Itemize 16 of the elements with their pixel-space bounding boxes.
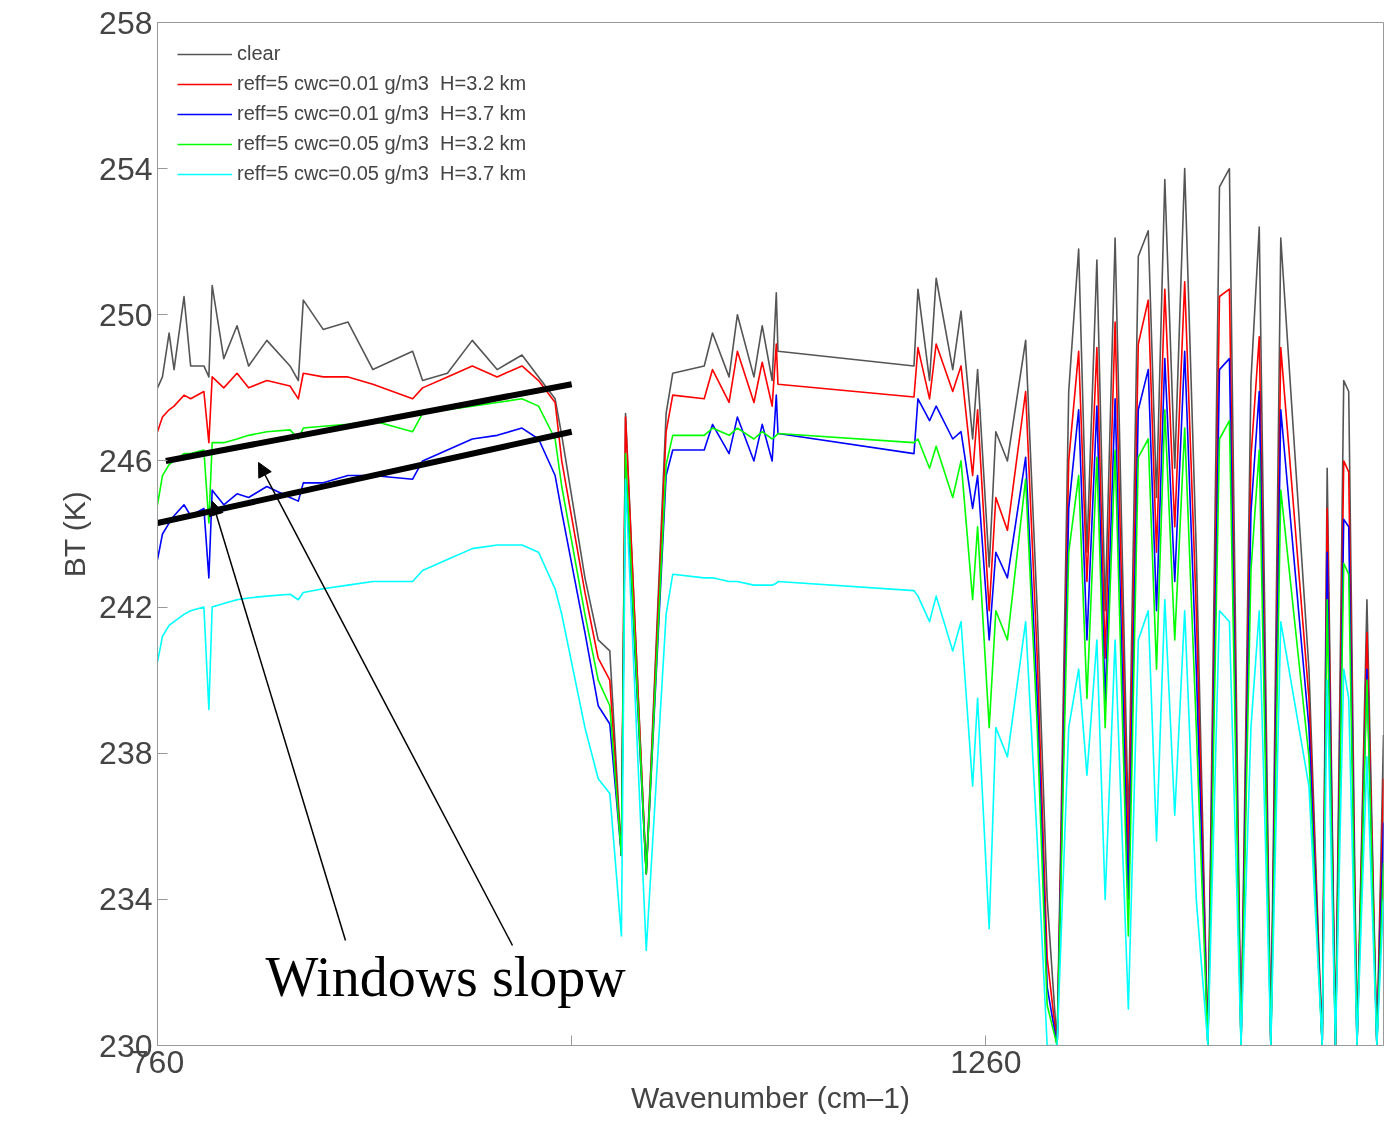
legend-label: reff=5 cwc=0.05 g/m3 H=3.2 km	[237, 132, 527, 155]
y-tick-label: 246	[99, 442, 153, 479]
y-axis-title: BT (K)	[58, 491, 92, 578]
legend-label: reff=5 cwc=0.05 g/m3 H=3.7 km	[237, 162, 527, 185]
legend-label: reff=5 cwc=0.01 g/m3 H=3.2 km	[237, 72, 527, 95]
y-tick-label: 250	[99, 296, 153, 333]
x-axis-title: Wavenumber (cm–1)	[631, 1080, 910, 1114]
y-tick-label: 242	[99, 589, 153, 626]
x-tick-label: 1260	[950, 1043, 1022, 1080]
y-tick-label: 254	[99, 150, 153, 187]
annotation: Windows slopw	[265, 945, 627, 1008]
y-tick-label: 238	[99, 735, 153, 772]
legend-label: reff=5 cwc=0.01 g/m3 H=3.7 km	[237, 102, 527, 125]
y-tick-label: 234	[99, 881, 153, 918]
y-tick-label: 258	[99, 4, 153, 41]
legend-label: clear	[237, 42, 281, 65]
